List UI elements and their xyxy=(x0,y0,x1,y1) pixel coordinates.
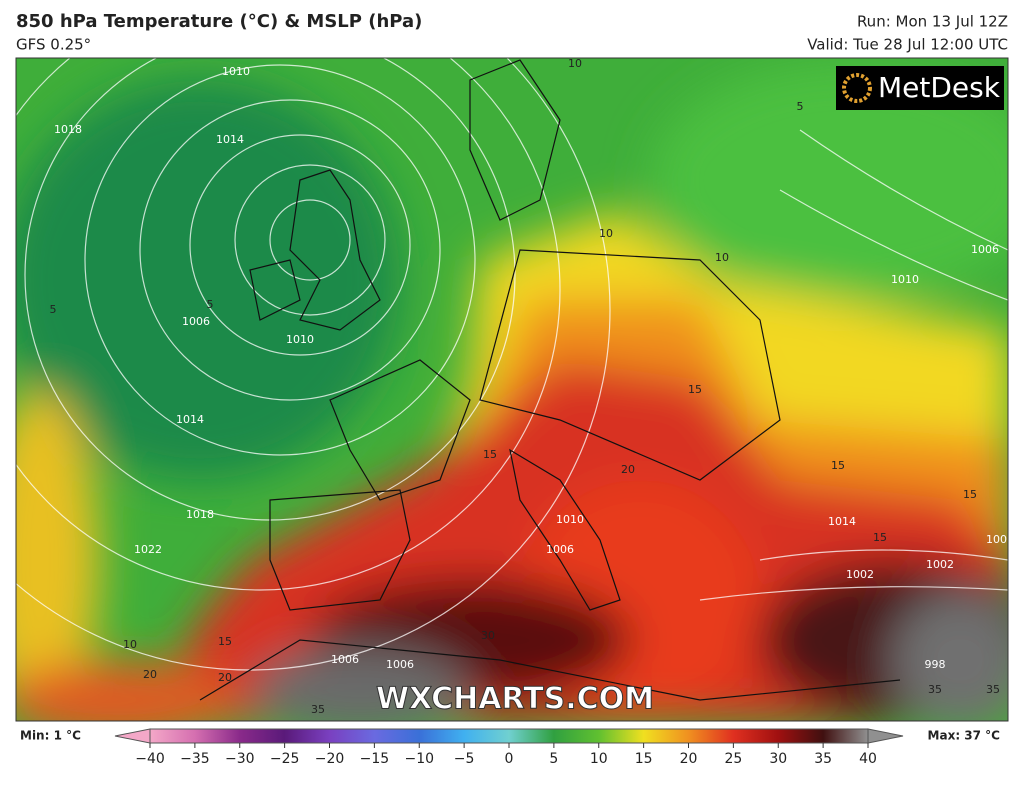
colorbar-tick-label: 20 xyxy=(680,751,698,767)
temperature-label: 10 xyxy=(599,227,613,240)
logo: MetDesk xyxy=(878,71,1001,104)
temperature-label: 15 xyxy=(963,488,977,501)
isobar-label: 1006 xyxy=(971,243,999,256)
colorbar-tick-label: −25 xyxy=(270,751,300,767)
subtitle: GFS 0.25° xyxy=(16,36,91,54)
isobar-label: 1018 xyxy=(54,123,82,136)
isobar-label: 1002 xyxy=(846,568,874,581)
isobar-label: 1018 xyxy=(186,508,214,521)
temperature-label: 10 xyxy=(568,57,582,70)
isobar-label: 1014 xyxy=(216,133,244,146)
colorbar-tick-label: −20 xyxy=(315,751,345,767)
temperature-label: 35 xyxy=(928,683,942,696)
temperature-label: 15 xyxy=(688,383,702,396)
colorbar: −40 −35 −30 −25 −20 −15 −10 −5 0 5 10 15 20 25 30 35 40 xyxy=(114,728,904,767)
map-frame xyxy=(15,57,1009,722)
colorbar-tick-label: 5 xyxy=(549,751,558,767)
coastlines xyxy=(199,59,901,701)
temperature-label: 15 xyxy=(218,635,232,648)
colorbar-tick-label: −5 xyxy=(454,751,475,767)
isobar-labels: 1010101810061014101810221010100610021006… xyxy=(54,65,1014,671)
valid: Valid: Tue 28 Jul 12:00 UTC xyxy=(807,36,1008,54)
temperature-label: 5 xyxy=(207,298,214,311)
colorbar-right-arrow xyxy=(867,728,904,744)
isobar-label: 1006 xyxy=(182,315,210,328)
colorbar-tick-label: 30 xyxy=(769,751,787,767)
colorbar-tick-label: 15 xyxy=(635,751,653,767)
colorbar-left-arrow xyxy=(114,728,151,744)
temperature-label: 30 xyxy=(481,629,495,642)
temperature-label: 35 xyxy=(311,703,325,716)
temperature-label: 35 xyxy=(986,683,1000,696)
title: 850 hPa Temperature (°C) & MSLP (hPa) xyxy=(16,11,422,32)
colorbar-tick-label: −30 xyxy=(225,751,255,767)
colorbar-tick-label: −35 xyxy=(180,751,210,767)
map: 1010101810061014101810221010100610021006… xyxy=(16,57,1014,721)
temperature-label: 15 xyxy=(873,531,887,544)
temperature-label: 10 xyxy=(123,638,137,651)
temperature-label: 15 xyxy=(483,448,497,461)
isobar-label: 1006 xyxy=(386,658,414,671)
temperature-label: 20 xyxy=(621,463,635,476)
colorbar-tick-label: 40 xyxy=(859,751,877,767)
legend-max: Max: 37 °C xyxy=(928,729,1001,743)
run: Run: Mon 13 Jul 12Z xyxy=(857,13,1008,31)
colorbar-tick-label: 35 xyxy=(814,751,832,767)
temperature-label: 15 xyxy=(831,459,845,472)
temperature-label: 20 xyxy=(143,668,157,681)
isobar-label: 1022 xyxy=(134,543,162,556)
colorbar-tick-label: 10 xyxy=(590,751,608,767)
legend-min: Min: 1 °C xyxy=(20,729,81,743)
colorbar-tick-label: −40 xyxy=(135,751,165,767)
watermark: WXCHARTS.COM xyxy=(376,682,654,717)
isobar-label: 1014 xyxy=(176,413,204,426)
temperature-label: 5 xyxy=(797,100,804,113)
colorbar-body xyxy=(149,728,869,744)
isobar-label: 1010 xyxy=(286,333,314,346)
isobar-label: 998 xyxy=(925,658,946,671)
isobar-label: 1010 xyxy=(556,513,584,526)
logo-icon xyxy=(842,73,872,103)
isobar-label: 1006 xyxy=(546,543,574,556)
colorbar-tick-label: −15 xyxy=(360,751,390,767)
logo-box xyxy=(836,66,1004,110)
isobar-label: 1002 xyxy=(926,558,954,571)
colorbar-tick-label: −10 xyxy=(404,751,434,767)
isobar-label: 1006 xyxy=(331,653,359,666)
temperature-field xyxy=(16,60,1008,721)
temperature-label: 5 xyxy=(50,303,57,316)
colorbar-tick-label: 0 xyxy=(505,751,514,767)
isobar-label: 1010 xyxy=(891,273,919,286)
colorbar-tick-label: 25 xyxy=(724,751,742,767)
temperature-label: 10 xyxy=(715,251,729,264)
temperature-label: 20 xyxy=(218,671,232,684)
isobar-label: 1006 xyxy=(986,533,1014,546)
isobar-label: 1010 xyxy=(222,65,250,78)
isobar-label: 1014 xyxy=(828,515,856,528)
